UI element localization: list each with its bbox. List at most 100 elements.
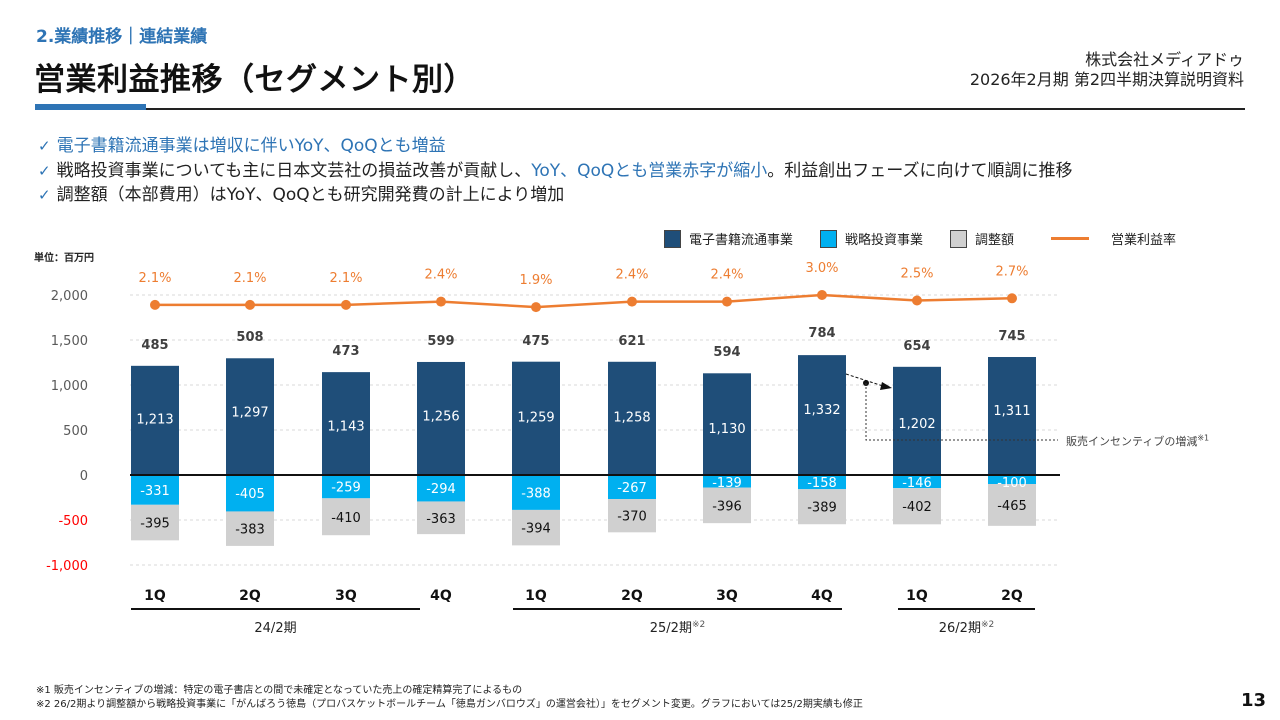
bullet-text: 戦略投資事業についても主に日本文芸社の損益改善が貢献し、 [56, 160, 532, 181]
data-label-total: 594 [713, 345, 740, 360]
bar-strategic [131, 475, 179, 505]
bar-strategic [417, 475, 465, 502]
page-title: 営業利益推移（セグメント別） [34, 62, 475, 98]
group-label-text: 26/2期 [939, 621, 981, 636]
footnotes: ※1 販売インセンティブの増減：特定の電子書店との間で未確定となっていた売上の確… [36, 684, 863, 712]
bar-strategic [798, 475, 846, 490]
bar-adjustment [703, 487, 751, 524]
bar-adjustment [417, 501, 465, 535]
chart-legend: 電子書籍流通事業 戦略投資事業 調整額 営業利益率 [664, 229, 1203, 248]
group-label-mark: ※2 [692, 620, 705, 630]
section-label: 2.業績推移｜連結業績 [36, 27, 208, 47]
x-tick-label: 4Q [430, 588, 452, 604]
margin-point [912, 295, 922, 306]
bullet-item: ✓ 電子書籍流通事業は増収に伴いYoY、QoQとも増益 [38, 134, 1072, 159]
bar-ebook [893, 366, 941, 475]
data-label-adjustment: -402 [902, 500, 932, 515]
bar-ebook [798, 355, 846, 475]
bar-ebook [988, 357, 1036, 475]
data-label-total: 473 [332, 344, 359, 359]
bar-adjustment [322, 498, 370, 536]
bar-ebook [226, 358, 274, 475]
document-title: 2026年2月期 第2四半期決算説明資料 [969, 70, 1244, 89]
data-label-ebook: 1,332 [803, 403, 840, 418]
bar-strategic [512, 475, 560, 510]
footnote-2: ※2 26/2期より調整額から戦略投資事業に「がんばろう徳島（プロバスケットボー… [36, 699, 863, 710]
bar-ebook [703, 373, 751, 475]
bar-ebook [608, 361, 656, 475]
margin-point [341, 299, 351, 310]
legend-label-margin: 営業利益率 [1111, 233, 1177, 248]
y-tick-label: 1,000 [51, 379, 88, 394]
legend-swatch-ebook [664, 229, 681, 248]
bar-strategic [608, 475, 656, 500]
data-label-ebook: 1,259 [517, 410, 554, 425]
annotation-text: 販売インセンティブの増減 [1066, 435, 1198, 448]
bar-strategic [893, 475, 941, 489]
x-tick-label: 2Q [621, 588, 643, 604]
bullet-item: ✓ 調整額（本部費用）はYoY、QoQとも研究開発費の計上により増加 [38, 183, 1072, 208]
y-tick-label: 1,500 [51, 334, 88, 349]
margin-point [436, 296, 446, 307]
annotation-label: 販売インセンティブの増減※1 [1066, 433, 1209, 449]
company-name: 株式会社メディアドゥ [1085, 50, 1244, 69]
legend-item-margin: 営業利益率 [1041, 229, 1176, 248]
bar-adjustment [226, 511, 274, 546]
bullet-text: 。利益創出フェーズに向けて順調に推移 [767, 160, 1073, 181]
x-tick-label: 4Q [811, 588, 833, 604]
data-label-ebook: 1,130 [708, 422, 745, 437]
bullet-highlight-text: YoY、QoQとも営業赤字が縮小 [531, 160, 768, 181]
data-label-strategic: -139 [712, 476, 742, 491]
footnote-1: ※1 販売インセンティブの増減：特定の電子書店との間で未確定となっていた売上の確… [36, 685, 523, 696]
data-label-ebook: 1,297 [231, 406, 268, 421]
bar-ebook [322, 372, 370, 475]
bar-adjustment [988, 484, 1036, 526]
x-tick-label: 3Q [335, 588, 357, 604]
bullet-item: ✓ 戦略投資事業についても主に日本文芸社の損益改善が貢献し、YoY、QoQとも営業… [38, 159, 1072, 184]
x-tick-label: 1Q [525, 588, 547, 604]
data-label-adjustment: -394 [521, 522, 551, 537]
data-label-adjustment: -396 [712, 499, 742, 514]
legend-line-margin [1051, 237, 1090, 240]
bullet-text: 調整額（本部費用）はYoY、QoQとも研究開発費の計上により増加 [56, 185, 565, 205]
bar-adjustment [798, 489, 846, 525]
bar-strategic [703, 475, 751, 488]
data-label-adjustment: -383 [235, 523, 265, 538]
margin-label: 2.5% [900, 267, 933, 282]
group-label-mark: ※2 [981, 620, 994, 630]
legend-swatch-strategic [820, 229, 838, 248]
legend-label-adjustment: 調整額 [975, 233, 1015, 248]
annotation-leader [865, 383, 1058, 441]
margin-point [245, 299, 255, 310]
x-tick-label: 2Q [239, 588, 261, 604]
bar-strategic [988, 475, 1036, 484]
group-label: 24/2期 [254, 621, 296, 636]
margin-point [817, 290, 827, 300]
data-label-total: 654 [903, 339, 930, 354]
data-label-strategic: -158 [807, 476, 837, 491]
data-label-strategic: -388 [521, 486, 551, 501]
bar-ebook [131, 365, 179, 475]
legend-item-adjustment: 調整額 [950, 229, 1014, 248]
bullet-highlight-text: 電子書籍流通事業は増収に伴いYoY、QoQとも増益 [56, 136, 446, 156]
data-label-ebook: 1,311 [993, 404, 1030, 419]
unit-label: 単位：百万円 [34, 253, 94, 264]
data-label-total: 508 [236, 330, 263, 345]
margin-label: 2.1% [138, 271, 171, 286]
bar-strategic [322, 475, 370, 499]
x-tick-label: 3Q [716, 588, 738, 604]
bar-strategic [226, 475, 274, 512]
data-label-ebook: 1,202 [898, 417, 935, 432]
group-label-text: 24/2期 [254, 621, 296, 636]
title-rule [146, 108, 1245, 110]
bar-adjustment [131, 504, 179, 541]
x-tick-label: 2Q [1001, 588, 1023, 604]
margin-label: 1.9% [519, 273, 552, 288]
data-label-strategic: -267 [617, 481, 647, 496]
margin-label: 2.7% [995, 264, 1028, 279]
data-label-strategic: -294 [426, 482, 456, 497]
data-label-ebook: 1,143 [327, 420, 364, 435]
margin-point [531, 302, 541, 313]
margin-line [155, 293, 1013, 309]
